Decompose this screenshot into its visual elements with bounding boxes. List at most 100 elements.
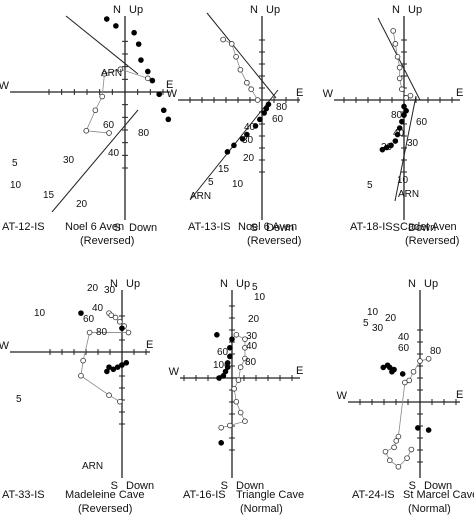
vertical-projection-point [252, 123, 259, 129]
axis-label-east: E [456, 389, 463, 401]
step-label: 30 [63, 155, 75, 166]
axis-label-up: Up [408, 4, 422, 16]
step-label: 40 [108, 148, 120, 159]
horizontal-projection-point [106, 392, 112, 399]
axis-label-down: Down [266, 222, 294, 234]
axis-label-up: Up [266, 4, 280, 16]
horizontal-projection-point [233, 53, 239, 60]
axis-label-up: Up [424, 278, 438, 290]
horizontal-projection-point [407, 92, 414, 99]
axis-label-east: E [166, 79, 173, 91]
horizontal-projection-point [117, 318, 123, 325]
step-label: 10 [232, 179, 244, 190]
axis-label-north: N [220, 278, 228, 290]
horizontal-projection-point [395, 463, 402, 470]
vertical-projection-point [114, 364, 121, 370]
step-label: 5 [363, 318, 369, 329]
horizontal-projection-point [393, 438, 400, 444]
polarity-label: (Reversed) [247, 235, 301, 247]
axis-label-north: N [113, 4, 121, 16]
vertical-projection-point [218, 439, 224, 446]
horizontal-projection-path [384, 358, 429, 468]
vertical-projection-point [386, 364, 393, 371]
axis-label-west: W [0, 80, 10, 92]
step-label: 5 [367, 180, 373, 191]
axis-label-north: N [392, 4, 400, 16]
axis-label-west: W [0, 340, 10, 352]
axis-label-up: Up [236, 278, 250, 290]
axis-label-down: Down [408, 222, 436, 234]
horizontal-projection-point [220, 36, 226, 43]
horizontal-projection-point [386, 457, 393, 464]
horizontal-projection-point [403, 95, 409, 101]
axis-label-east: E [456, 87, 463, 99]
vertical-projection-point [231, 142, 237, 149]
site-name: Noel 6 Aven [238, 221, 297, 233]
vertical-projection-point [160, 107, 167, 114]
polarity-label: (Normal) [408, 503, 451, 515]
axis-label-west: W [169, 366, 180, 378]
axis-label-south: S [111, 480, 118, 492]
horizontal-projection-point [242, 344, 248, 351]
vertical-projection-point [229, 336, 235, 342]
step-label: 30 [246, 331, 258, 342]
horizontal-projection-point [106, 130, 112, 136]
axis-label-west: W [323, 88, 334, 100]
step-label: 20 [87, 283, 99, 294]
vertical-projection-point [119, 362, 125, 368]
site-name: Noel 6 Aven [65, 221, 124, 233]
step-label: 5 [16, 394, 22, 405]
step-label: 40 [246, 341, 258, 352]
horizontal-projection-point [83, 127, 90, 134]
vertical-projection-point [257, 116, 263, 123]
axis-label-north: N [250, 4, 258, 16]
axis-label-south: S [393, 222, 400, 234]
specimen-id: AT-24-IS [352, 489, 395, 501]
vertical-projection-point [399, 371, 406, 377]
axis-label-down: Down [236, 480, 264, 492]
step-label: 10 [34, 308, 46, 319]
vertical-projection-point [261, 110, 267, 116]
vertical-projection-point [403, 108, 409, 114]
horizontal-projection-point [406, 377, 413, 384]
step-label: 20 [243, 153, 255, 164]
fit-line [206, 12, 277, 99]
vertical-projection-point [149, 77, 156, 84]
polarity-label: (Reversed) [80, 235, 134, 247]
vertical-projection-point [165, 116, 172, 123]
step-label: 80 [430, 346, 442, 357]
axis-label-east: E [146, 339, 153, 351]
fit-line [65, 15, 139, 75]
step-label: 60 [217, 347, 229, 358]
horizontal-projection-point [394, 53, 401, 60]
polarity-label: (Reversed) [405, 235, 459, 247]
vertical-projection-point [119, 325, 125, 332]
horizontal-projection-point [237, 364, 244, 371]
step-label: 100 [213, 360, 230, 371]
horizontal-projection-point [402, 379, 408, 386]
vertical-projection-point [415, 425, 421, 431]
horizontal-projection-point [417, 358, 423, 364]
vertical-projection-point [214, 331, 220, 338]
horizontal-projection-point [231, 385, 237, 392]
vertical-projection-point [379, 146, 386, 153]
horizontal-projection-point [101, 70, 108, 77]
vertical-projection-point [239, 136, 246, 142]
step-label: 10 [10, 180, 22, 191]
step-label: 5 [208, 177, 214, 188]
horizontal-projection-point [396, 64, 403, 71]
panel-at-12-is: N Up S Down W E ARN 60 80 30 40 5 10 15 20 AT-12-IS Noel… [0, 4, 173, 247]
axis-label-down: Down [424, 480, 452, 492]
axis-label-south: S [114, 222, 121, 234]
step-label: 5 [252, 282, 258, 293]
step-label: 60 [83, 314, 95, 325]
axis-label-west: W [167, 88, 178, 100]
vertical-projection-point [383, 144, 390, 151]
polarity-label: (Reversed) [78, 503, 132, 515]
step-label: 80 [391, 110, 403, 121]
horizontal-projection-point [408, 446, 415, 453]
